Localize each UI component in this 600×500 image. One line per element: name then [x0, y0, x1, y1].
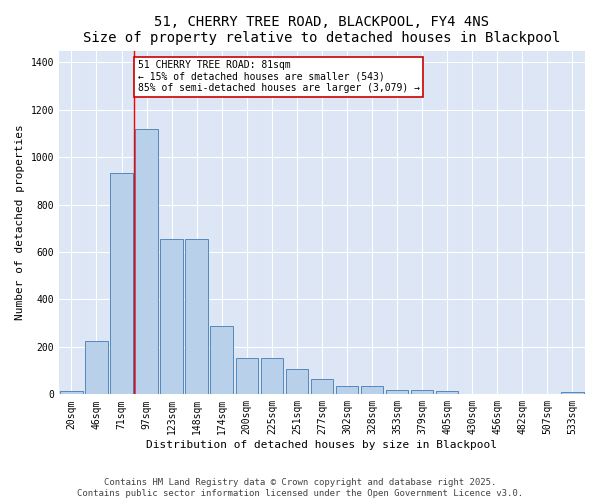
Bar [286, 370, 308, 394]
Bar [561, 392, 584, 394]
Bar [136, 129, 158, 394]
Bar [110, 172, 133, 394]
Text: Contains HM Land Registry data © Crown copyright and database right 2025.
Contai: Contains HM Land Registry data © Crown c… [77, 478, 523, 498]
Bar [311, 379, 333, 394]
Bar [260, 358, 283, 395]
Text: 51 CHERRY TREE ROAD: 81sqm
← 15% of detached houses are smaller (543)
85% of sem: 51 CHERRY TREE ROAD: 81sqm ← 15% of deta… [138, 60, 420, 93]
Bar [336, 386, 358, 394]
Bar [185, 239, 208, 394]
X-axis label: Distribution of detached houses by size in Blackpool: Distribution of detached houses by size … [146, 440, 497, 450]
Bar [236, 358, 258, 395]
Bar [411, 390, 433, 394]
Bar [436, 391, 458, 394]
Bar [361, 386, 383, 394]
Title: 51, CHERRY TREE ROAD, BLACKPOOL, FY4 4NS
Size of property relative to detached h: 51, CHERRY TREE ROAD, BLACKPOOL, FY4 4NS… [83, 15, 560, 45]
Bar [386, 390, 409, 394]
Y-axis label: Number of detached properties: Number of detached properties [15, 124, 25, 320]
Bar [85, 341, 108, 394]
Bar [60, 391, 83, 394]
Bar [160, 239, 183, 394]
Bar [211, 326, 233, 394]
